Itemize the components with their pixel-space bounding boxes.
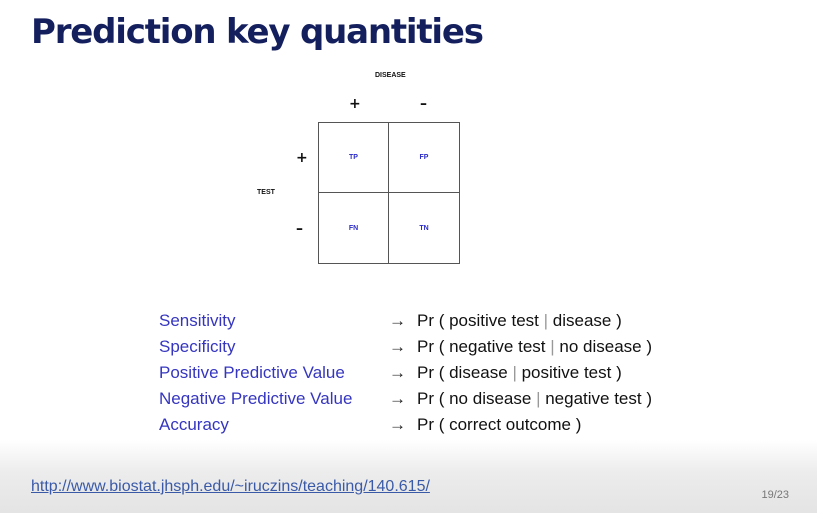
definition-term: Positive Predictive Value — [159, 363, 345, 382]
definition-formula: Pr ( no disease | negative test ) — [417, 389, 652, 408]
cell-fn: FN — [319, 193, 389, 263]
column-sign-positive: + — [349, 96, 361, 112]
course-url-link[interactable]: http://www.biostat.jhsph.edu/~iruczins/t… — [31, 478, 430, 495]
arrow-icon: → — [389, 415, 406, 434]
cell-tp: TP — [319, 123, 389, 193]
definition-term: Accuracy — [159, 415, 229, 434]
page-number: 19/23 — [761, 489, 789, 501]
definition-formula: Pr ( negative test | no disease ) — [417, 337, 652, 356]
definition-row: Negative Predictive Value → Pr ( no dise… — [159, 386, 679, 412]
arrow-icon: → — [389, 363, 406, 382]
arrow-icon: → — [389, 389, 406, 408]
definition-formula: Pr ( positive test | disease ) — [417, 311, 622, 330]
column-sign-negative: – — [420, 96, 427, 112]
confusion-matrix-figure: DISEASE + – TEST + – TP FP FN TN — [257, 72, 460, 264]
definition-formula: Pr ( correct outcome ) — [417, 415, 582, 434]
definition-term: Sensitivity — [159, 311, 236, 330]
arrow-icon: → — [389, 337, 406, 356]
definition-row: Positive Predictive Value → Pr ( disease… — [159, 360, 679, 386]
footer-band — [0, 440, 817, 513]
definition-formula: Pr ( disease | positive test ) — [417, 363, 622, 382]
cell-tn: TN — [419, 224, 429, 232]
definitions-list: Sensitivity → Pr ( positive test | disea… — [159, 308, 679, 438]
row-header-test: TEST — [257, 189, 275, 196]
definition-row: Specificity → Pr ( negative test | no di… — [159, 334, 679, 360]
column-header-disease: DISEASE — [375, 72, 406, 79]
confusion-matrix-grid: TP FP FN TN — [318, 122, 460, 264]
definition-term: Negative Predictive Value — [159, 389, 353, 408]
row-sign-negative: – — [296, 221, 303, 237]
row-sign-positive: + — [296, 150, 308, 166]
arrow-icon: → — [389, 311, 406, 330]
slide-title: Prediction key quantities — [31, 12, 484, 52]
definition-row: Sensitivity → Pr ( positive test | disea… — [159, 308, 679, 334]
definition-row: Accuracy → Pr ( correct outcome ) — [159, 412, 679, 438]
definition-term: Specificity — [159, 337, 236, 356]
cell-fp: FP — [389, 123, 459, 193]
